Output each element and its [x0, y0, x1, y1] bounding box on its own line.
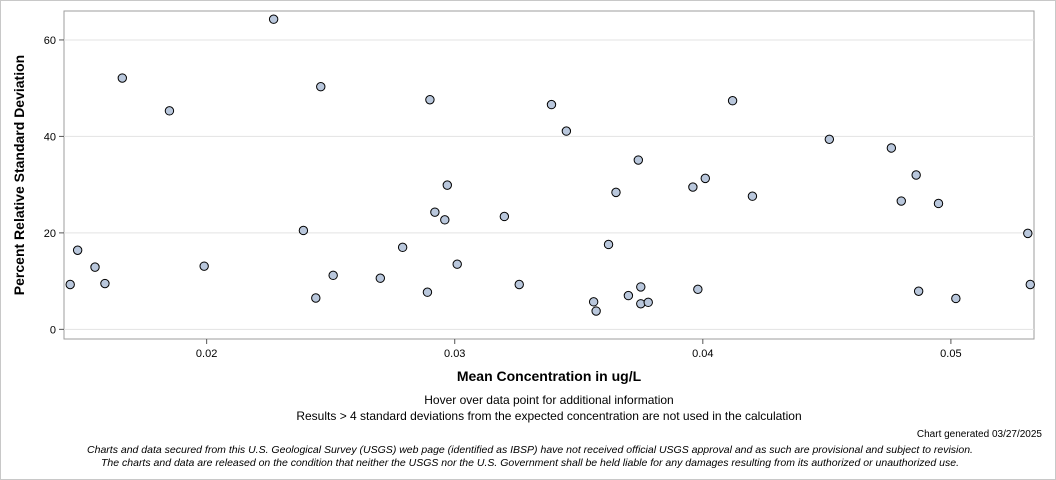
y-tick-label: 20	[44, 228, 56, 240]
y-axis-label: Percent Relative Standard Deviation	[11, 55, 27, 295]
data-point[interactable]	[268, 14, 279, 24]
data-point[interactable]	[164, 106, 175, 116]
data-point[interactable]	[896, 196, 906, 206]
data-point[interactable]	[636, 299, 646, 309]
data-point[interactable]	[1023, 228, 1033, 239]
data-point[interactable]	[933, 198, 944, 209]
data-point[interactable]	[886, 143, 897, 153]
data-point[interactable]	[65, 279, 75, 290]
x-axis-label: Mean Concentration in ug/L	[457, 368, 642, 384]
data-point[interactable]	[100, 278, 110, 289]
y-grid	[64, 39, 1034, 330]
data-point[interactable]	[90, 262, 100, 272]
data-point[interactable]	[425, 95, 435, 105]
data-point[interactable]	[591, 306, 601, 316]
data-point[interactable]	[824, 134, 835, 145]
data-point[interactable]	[643, 297, 653, 308]
data-point[interactable]	[440, 215, 450, 225]
hover-note: Hover over data point for additional inf…	[424, 393, 674, 407]
data-point[interactable]	[117, 73, 127, 83]
data-point[interactable]	[727, 96, 738, 106]
data-point[interactable]	[316, 82, 326, 92]
x-axis: 0.02 0.03 0.04 0.05	[196, 339, 962, 360]
data-point[interactable]	[636, 282, 646, 292]
data-point[interactable]	[747, 191, 758, 201]
data-point[interactable]	[546, 99, 557, 110]
data-point[interactable]	[561, 126, 572, 136]
y-tick-label: 60	[44, 35, 56, 47]
data-point[interactable]	[700, 173, 710, 184]
y-axis: 0 20 40 60	[44, 35, 64, 336]
x-tick-label: 0.05	[940, 348, 961, 360]
x-tick-label: 0.03	[444, 348, 465, 360]
generated-date: Chart generated 03/27/2025	[916, 429, 1042, 440]
data-point[interactable]	[623, 290, 634, 301]
data-point[interactable]	[611, 187, 621, 198]
x-tick-label: 0.04	[692, 348, 713, 360]
data-point[interactable]	[328, 270, 338, 281]
data-point[interactable]	[499, 211, 510, 222]
y-tick-label: 40	[44, 131, 56, 143]
data-point[interactable]	[375, 273, 386, 283]
disclaimer-line-1: Charts and data secured from this U.S. G…	[87, 444, 973, 456]
data-point[interactable]	[688, 182, 698, 192]
data-point[interactable]	[514, 279, 524, 290]
results-note: Results > 4 standard deviations from the…	[296, 409, 802, 423]
data-point[interactable]	[1025, 279, 1035, 290]
x-tick-label: 0.02	[196, 348, 217, 360]
y-tick-label: 0	[50, 324, 56, 336]
data-point[interactable]	[633, 155, 644, 165]
data-point[interactable]	[298, 225, 309, 236]
data-point[interactable]	[452, 259, 462, 269]
data-point[interactable]	[72, 245, 83, 255]
disclaimer-line-2: The charts and data are released on the …	[101, 457, 959, 469]
plot-area	[63, 10, 1035, 340]
data-point[interactable]	[397, 242, 408, 253]
data-point[interactable]	[442, 180, 452, 190]
data-point[interactable]	[422, 287, 433, 297]
data-point[interactable]	[311, 293, 321, 303]
data-point[interactable]	[693, 284, 703, 295]
data-point[interactable]	[911, 170, 921, 180]
data-point[interactable]	[588, 297, 599, 307]
data-points[interactable]	[65, 14, 1035, 316]
data-point[interactable]	[430, 207, 440, 217]
data-point[interactable]	[913, 286, 924, 296]
data-point[interactable]	[951, 293, 961, 304]
data-point[interactable]	[199, 261, 209, 271]
data-point[interactable]	[603, 239, 614, 250]
